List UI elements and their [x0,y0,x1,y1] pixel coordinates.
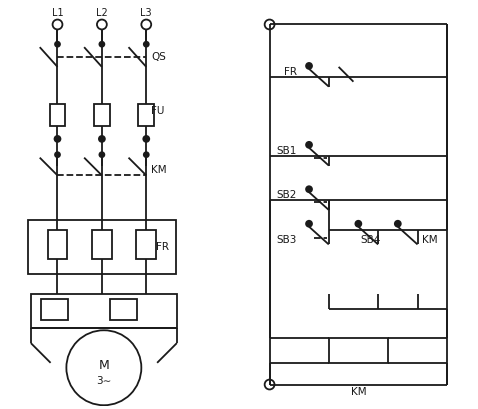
Text: L3: L3 [141,8,152,18]
Circle shape [53,20,63,29]
Circle shape [141,20,151,29]
Bar [94,104,110,126]
Circle shape [66,330,141,405]
Bar [139,104,154,126]
Text: KM: KM [350,387,366,398]
Text: KM: KM [151,166,167,175]
Circle shape [265,20,274,29]
Circle shape [356,221,361,227]
Circle shape [265,380,274,389]
Circle shape [144,42,149,47]
Circle shape [144,152,149,157]
Circle shape [55,152,60,157]
Bar [28,220,176,274]
Circle shape [306,63,312,69]
Circle shape [306,142,312,148]
Circle shape [143,136,149,142]
Text: FR: FR [284,67,297,77]
Text: FR: FR [156,243,169,252]
Text: QS: QS [151,52,166,62]
Circle shape [306,186,312,192]
Circle shape [55,42,60,47]
Circle shape [99,42,104,47]
Bar [31,294,177,328]
Text: L2: L2 [96,8,108,18]
Text: SB4: SB4 [360,234,380,245]
Bar [329,338,388,363]
Text: 3∼: 3∼ [96,375,111,386]
Bar [136,230,156,259]
Bar [92,230,112,259]
Text: SB2: SB2 [277,190,297,200]
Text: FU: FU [151,106,164,116]
Bar [50,104,65,126]
Circle shape [306,221,312,227]
Bar [110,299,137,320]
Bar [48,230,67,259]
Text: SB3: SB3 [277,234,297,245]
Circle shape [395,221,401,227]
Bar [41,299,68,320]
Circle shape [97,20,107,29]
Text: SB1: SB1 [277,146,297,156]
Text: L1: L1 [52,8,63,18]
Text: KM: KM [423,234,438,245]
Circle shape [99,136,105,142]
Circle shape [99,152,104,157]
Circle shape [54,136,60,142]
Text: M: M [98,359,109,372]
